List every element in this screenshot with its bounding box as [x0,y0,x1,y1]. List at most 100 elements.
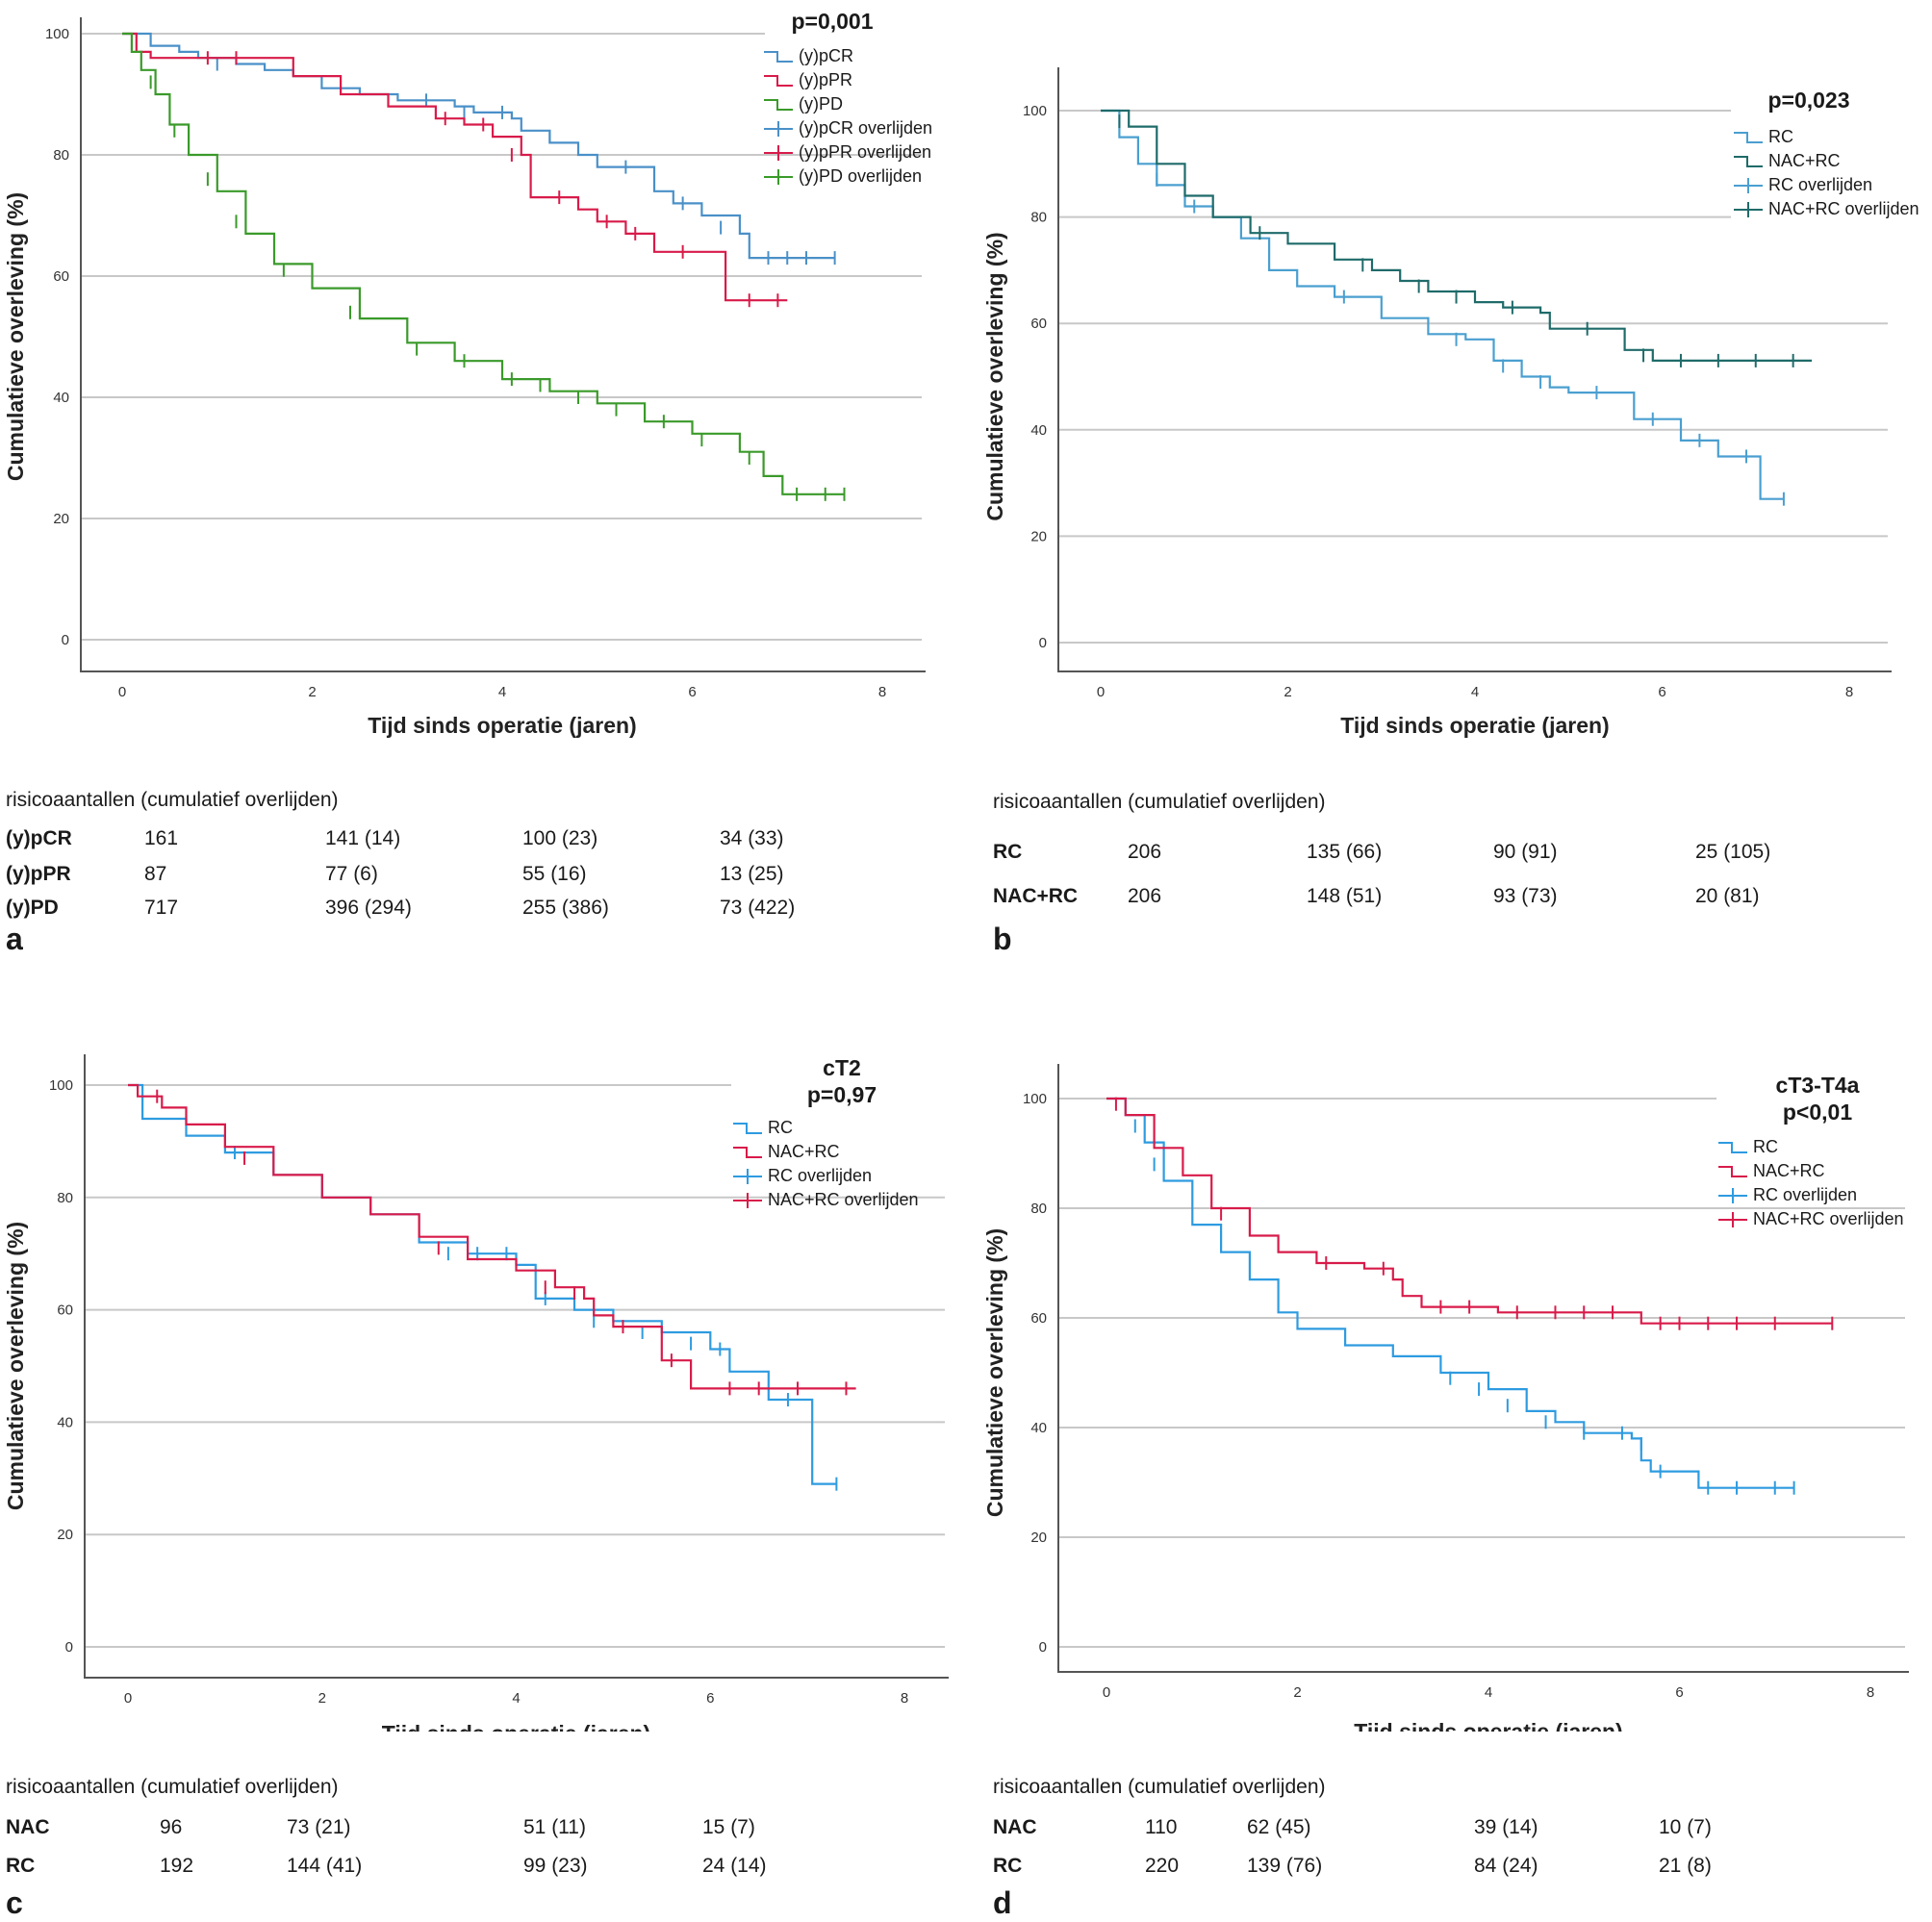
legend-label: (y)PD overlijden [799,166,923,186]
panel-c: 0 20 40 60 80 100 0 2 4 6 8 Tijd sinds operatie (ja… [0,962,966,1922]
legend-item: (y)pCR overlijden [762,116,932,140]
legend-label: (y)pCR [799,46,853,65]
legend-item: NAC+RC [1732,149,1919,173]
risk-table-title-a: risicoaantallen (cumulatief overlijden) [6,789,339,811]
x-tick-label: 6 [1675,1684,1683,1701]
x-tick-label: 4 [1471,684,1479,700]
km-plot-a: 0 20 40 60 80 100 0 2 4 6 8 Tijd sinds operatie (ja… [3,17,926,738]
y-tick-label: 100 [1023,1091,1047,1107]
step-legend-icon [1718,1165,1747,1177]
risk-cell: 717 [144,897,179,919]
y-tick-label: 80 [53,147,69,164]
x-tick-label: 4 [498,684,506,700]
risk-row: NAC 110 62 (45) 39 (14) 10 (7) [993,1816,1859,1845]
risk-group-label: RC [993,1855,1023,1877]
risk-cell: 192 [160,1855,194,1877]
x-tick-label: 2 [1284,684,1291,700]
axes-frame [1057,67,1892,672]
series-line--y-pd [122,32,845,495]
axes-frame [1057,1064,1909,1673]
x-tick-label: 4 [1485,1684,1492,1701]
legend-label: (y)pPR overlijden [799,142,932,162]
censor-legend-icon [764,168,793,185]
legend-item: NAC+RC overlijden [1716,1207,1904,1231]
y-tick-label: 40 [53,390,69,406]
risk-cell: 10 (7) [1659,1816,1712,1838]
step-legend-icon [733,1146,762,1158]
y-tick-label: 0 [1039,1639,1047,1656]
x-tick-label: 0 [118,684,126,700]
y-tick-label: 60 [53,268,69,285]
p-value-d: p<0,01 [1782,1100,1853,1125]
legend-item: NAC+RC [731,1140,919,1164]
risk-cell: 24 (14) [702,1855,767,1877]
risk-cell: 87 [144,863,167,885]
risk-row: RC 206 135 (66) 90 (91) 25 (105) [993,841,1859,870]
y-tick-label: 60 [1030,316,1047,332]
y-tick-label: 40 [1030,1420,1047,1436]
risk-cell: 161 [144,827,179,849]
axes-frame [80,17,926,672]
annotation-b: p=0,023 [1761,87,1857,114]
legend-item: NAC+RC overlijden [731,1188,919,1212]
x-tick-label: 8 [901,1690,908,1707]
risk-cell: 51 (11) [523,1816,586,1838]
x-tick-label: 8 [1867,1684,1874,1701]
risk-table-title-b: risicoaantallen (cumulatief overlijden) [993,791,1326,813]
legend-label: RC [768,1118,793,1137]
x-tick-label: 2 [308,684,316,700]
legend-label: NAC+RC overlijden [1753,1209,1904,1228]
risk-row: NAC+RC 206 148 (51) 93 (73) 20 (81) [993,885,1859,914]
risk-group-label: RC [993,841,1023,863]
y-tick-label: 80 [57,1190,73,1206]
series-line-nac-rc [1101,109,1813,362]
legend-d: RC NAC+RC RC overlijden NAC+RC overlijden [1716,1135,1904,1231]
legend-item: RC overlijden [1716,1183,1904,1207]
risk-cell: 139 (76) [1247,1855,1323,1877]
axes-frame [84,1054,949,1679]
p-value-a: p=0,001 [791,9,874,34]
risk-cell: 206 [1128,841,1162,863]
risk-cell: 15 (7) [702,1816,755,1838]
censor-legend-icon [1718,1187,1747,1203]
legend-label: RC overlijden [1768,175,1873,194]
legend-item: (y)pCR [762,44,932,68]
annotation-a: p=0,001 [784,8,880,35]
x-axis-label: Tijd sinds operatie (jaren) [1340,713,1609,738]
x-tick-label: 2 [318,1690,326,1707]
risk-cell: 55 (16) [522,863,587,885]
risk-cell: 255 (386) [522,897,609,919]
series-line-rc [1101,109,1784,500]
legend-item: RC overlijden [731,1164,919,1188]
x-tick-label: 2 [1293,1684,1301,1701]
legend-label: RC overlijden [768,1166,873,1185]
legend-label: NAC+RC overlijden [768,1190,919,1209]
censor-legend-icon [1718,1211,1747,1227]
y-axis-label: Cumulatieve overleving (%) [982,232,1007,520]
legend-label: (y)pCR overlijden [799,118,933,138]
legend-item: (y)PD overlijden [762,164,932,189]
risk-cell: 20 (81) [1695,885,1760,907]
y-tick-label: 0 [65,1639,73,1656]
x-tick-label: 0 [1103,1684,1110,1701]
legend-item: (y)pPR overlijden [762,140,932,164]
risk-table-title-d: risicoaantallen (cumulatief overlijden) [993,1776,1326,1798]
x-axis-label: Tijd sinds operatie (jaren) [368,713,636,738]
x-tick-label: 6 [706,1690,714,1707]
risk-row: (y)PD 717 396 (294) 255 (386) 73 (422) [6,897,872,925]
x-axis-label: Tijd sinds operatie (jaren) [1354,1719,1622,1732]
panel-label-c: c [6,1885,23,1920]
legend-c: RC NAC+RC RC overlijden NAC+RC overlijden [731,1116,919,1212]
legend-item: NAC+RC overlijden [1732,197,1919,221]
y-tick-label: 100 [49,1077,73,1094]
legend-item: (y)PD [762,92,932,116]
y-tick-label: 80 [1030,210,1047,226]
legend-item: RC overlijden [1732,173,1919,197]
step-legend-icon [764,74,793,87]
risk-cell: 13 (25) [720,863,784,885]
risk-group-label: RC [6,1855,36,1877]
step-legend-icon [1718,1141,1747,1153]
risk-group-label: (y)PD [6,897,59,919]
x-tick-label: 8 [878,684,886,700]
x-tick-label: 0 [1097,684,1105,700]
